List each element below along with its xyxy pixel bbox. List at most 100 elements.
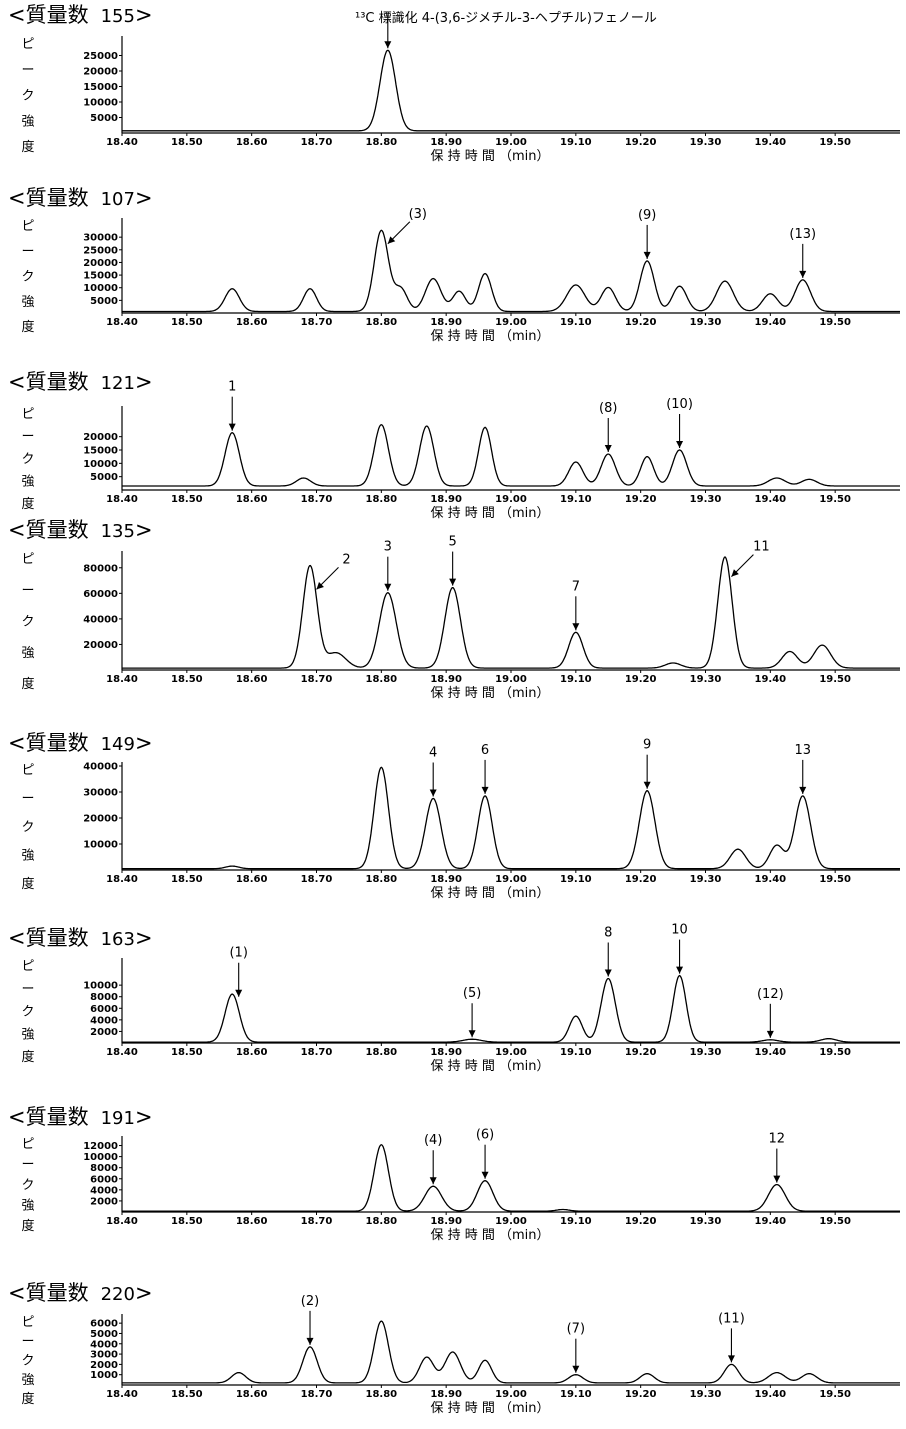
x-tick-label: 19.20: [625, 494, 657, 505]
peak-arrow: [481, 1144, 489, 1179]
mass-label: 質量数: [26, 926, 89, 950]
x-tick-label: 19.00: [495, 1047, 527, 1058]
x-tick-label: 18.60: [236, 1389, 268, 1400]
x-tick-label: 18.90: [430, 1047, 462, 1058]
y-tick-label: 30000: [83, 233, 118, 244]
peak-annotation-label: 12: [769, 1132, 786, 1147]
peak-annotation-label: (10): [666, 397, 693, 412]
y-tick-label: 5000: [90, 113, 118, 124]
x-tick-label: 18.80: [366, 874, 398, 885]
x-tick-label: 18.90: [430, 494, 462, 505]
y-tick-label: 10000: [83, 1152, 118, 1163]
title-bracket-open: <: [8, 3, 26, 27]
title-bracket-open: <: [8, 186, 26, 210]
chromatogram-trace: [122, 766, 900, 870]
x-tick-label: 18.60: [236, 874, 268, 885]
x-tick-label: 19.10: [560, 494, 592, 505]
y-axis-label-char: 度: [21, 139, 34, 155]
x-tick-label: 18.40: [106, 674, 138, 685]
y-axis-label-char: ク: [21, 1005, 34, 1020]
y-axis-label-char: ー: [21, 63, 34, 78]
x-tick-label: 18.60: [236, 317, 268, 328]
y-tick-label: 10000: [83, 98, 118, 109]
peak-annotation-label: (7): [567, 1322, 585, 1337]
mass-value: 191: [101, 1108, 135, 1129]
x-tick-label: 19.20: [625, 1216, 657, 1227]
peak-arrow: [468, 1003, 476, 1038]
y-axis-label-char: ピ: [21, 763, 34, 778]
peak-annotation-label: 13: [794, 743, 811, 758]
y-tick-label: 60000: [83, 589, 118, 600]
y-tick-label: 10000: [83, 981, 118, 992]
peak-annotation-label: 4: [429, 746, 437, 761]
peak-arrow: [384, 14, 392, 49]
x-tick-label: 18.50: [171, 1216, 203, 1227]
mass-value: 121: [101, 373, 135, 394]
y-tick-label: 8000: [90, 1163, 118, 1174]
x-axis-label: 保 持 時 間 （min）: [430, 1228, 549, 1243]
arrow-head: [731, 569, 739, 577]
title-bracket-close: >: [135, 518, 153, 542]
x-tick-label: 18.80: [366, 1389, 398, 1400]
y-axis-label-char: 度: [21, 1391, 34, 1407]
peak-annotation-label: 3: [384, 540, 392, 555]
arrow-head: [306, 1337, 314, 1345]
title-bracket-open: <: [8, 1281, 26, 1305]
x-tick-label: 18.40: [106, 1389, 138, 1400]
arrow-head: [387, 236, 396, 244]
peak-annotation-label: 9: [643, 738, 651, 753]
title-bracket-close: >: [135, 926, 153, 950]
title-bracket-open: <: [8, 1105, 26, 1129]
x-tick-label: 19.30: [690, 137, 722, 148]
y-tick-label: 10000: [83, 283, 118, 294]
y-tick-label: 40000: [83, 762, 118, 773]
x-tick-label: 19.50: [819, 1047, 851, 1058]
y-axis-label-char: ピ: [21, 219, 34, 234]
x-tick-label: 19.30: [690, 674, 722, 685]
arrow-head: [799, 786, 807, 794]
y-tick-label: 20000: [83, 432, 118, 443]
arrow-head: [766, 1030, 774, 1038]
x-tick-label: 18.60: [236, 494, 268, 505]
peak-annotation-label: (1): [229, 946, 247, 961]
y-axis-label-char: 強: [21, 475, 34, 490]
x-axis-label: 保 持 時 間 （min）: [430, 329, 549, 344]
x-tick-label: 19.30: [690, 874, 722, 885]
panel-title: <質量数 135>: [8, 518, 153, 542]
x-tick-label: 18.90: [430, 674, 462, 685]
y-tick-label: 5000: [90, 296, 118, 307]
y-tick-label: 4000: [90, 1185, 118, 1196]
arrow-head: [481, 1171, 489, 1179]
mass-label: 質量数: [26, 370, 89, 394]
panel-title: <質量数 121>: [8, 370, 153, 394]
mass-value: 107: [101, 189, 135, 210]
panel-title: <質量数 149>: [8, 731, 153, 755]
x-tick-label: 18.60: [236, 674, 268, 685]
y-axis-label-char: 度: [21, 496, 34, 512]
y-axis-label-char: ピ: [21, 407, 34, 422]
peak-arrow: [799, 243, 807, 278]
arrow-head: [429, 1177, 437, 1185]
x-tick-label: 18.40: [106, 494, 138, 505]
chromatogram-trace: [122, 1320, 900, 1384]
y-axis-label-char: ー: [21, 792, 34, 807]
x-tick-label: 19.50: [819, 1216, 851, 1227]
x-tick-label: 18.70: [301, 874, 333, 885]
y-axis-label-char: 度: [21, 1218, 34, 1234]
peak-arrow: [604, 418, 612, 452]
peak-arrow: [676, 414, 684, 448]
x-tick-label: 19.40: [755, 874, 787, 885]
y-axis-label-char: 強: [21, 1027, 34, 1042]
peak-annotation-label: 1: [228, 380, 236, 395]
peak-annotation-label: 5: [449, 535, 457, 550]
peak-annotation-label: (4): [424, 1133, 442, 1148]
x-tick-label: 19.50: [819, 317, 851, 328]
y-axis-label-char: ー: [21, 244, 34, 259]
x-tick-label: 19.50: [819, 874, 851, 885]
x-tick-label: 18.90: [430, 1389, 462, 1400]
y-axis-label-char: 強: [21, 646, 34, 661]
peak-annotation-label: 2: [342, 552, 350, 567]
